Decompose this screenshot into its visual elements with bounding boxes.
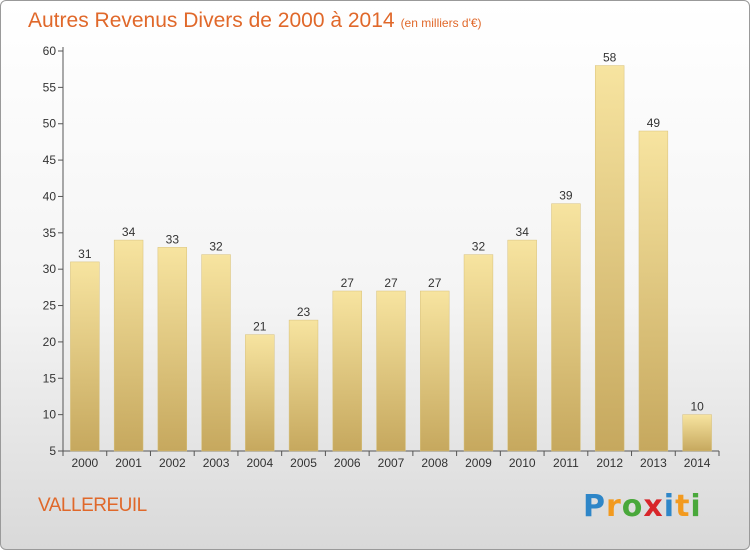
commune-name: VALLEREUIL bbox=[38, 495, 147, 516]
y-tick-label: 30 bbox=[43, 262, 57, 276]
bar-value-label: 58 bbox=[603, 51, 617, 65]
bar-value-label: 32 bbox=[472, 240, 486, 254]
logo-letter: o bbox=[621, 489, 644, 524]
x-tick-label: 2007 bbox=[378, 456, 405, 470]
bar bbox=[507, 239, 537, 452]
logo-letter: i bbox=[663, 489, 676, 524]
bar-value-label: 27 bbox=[428, 276, 442, 290]
x-tick-label: 2000 bbox=[72, 456, 99, 470]
chart-title-text: Autres Revenus Divers de 2000 à 2014 bbox=[28, 9, 395, 32]
bar bbox=[113, 239, 144, 452]
bar bbox=[682, 414, 712, 452]
bar-value-label: 34 bbox=[516, 225, 530, 239]
y-tick-label: 40 bbox=[43, 189, 57, 203]
x-tick-label: 2003 bbox=[203, 456, 230, 470]
logo-letter: r bbox=[606, 489, 622, 524]
y-tick-label: 20 bbox=[43, 335, 57, 349]
bar-value-label: 32 bbox=[209, 240, 223, 254]
x-tick-label: 2010 bbox=[509, 456, 536, 470]
x-tick-label: 2013 bbox=[640, 456, 667, 470]
bar bbox=[376, 290, 406, 452]
x-tick-label: 2014 bbox=[684, 456, 711, 470]
proxiti-logo: Proxiti bbox=[583, 489, 702, 524]
y-tick-label: 5 bbox=[49, 444, 56, 458]
chart-title: Autres Revenus Divers de 2000 à 2014 (en … bbox=[28, 9, 482, 33]
bar-value-label: 10 bbox=[690, 400, 704, 414]
x-tick-label: 2006 bbox=[334, 456, 361, 470]
bar-value-label: 21 bbox=[253, 320, 267, 334]
bar-value-label: 27 bbox=[384, 276, 398, 290]
chart-subtitle: (en milliers d'€) bbox=[400, 16, 482, 30]
bars: 31 34 33 32 21 23 27 27 27 32 34 39 58 49 10 bbox=[70, 51, 712, 452]
bar bbox=[332, 290, 362, 452]
y-tick-label: 45 bbox=[43, 153, 57, 167]
bar-value-label: 27 bbox=[341, 276, 355, 290]
bar-value-label: 39 bbox=[559, 189, 573, 203]
x-tick-label: 2009 bbox=[465, 456, 492, 470]
y-tick-label: 60 bbox=[43, 44, 57, 58]
y-tick-label: 35 bbox=[43, 226, 57, 240]
bar bbox=[463, 254, 494, 452]
logo-letter: x bbox=[643, 489, 664, 524]
bar bbox=[70, 261, 100, 452]
y-tick-label: 55 bbox=[43, 80, 57, 94]
logo-letter: P bbox=[583, 489, 606, 524]
x-tick-label: 2008 bbox=[421, 456, 448, 470]
bar bbox=[638, 130, 669, 452]
y-tick-label: 10 bbox=[43, 408, 57, 422]
x-tick-label: 2002 bbox=[159, 456, 186, 470]
logo-letter: t bbox=[675, 489, 691, 524]
y-tick-label: 15 bbox=[43, 371, 57, 385]
bar bbox=[551, 203, 581, 452]
y-tick-label: 50 bbox=[43, 117, 57, 131]
bar bbox=[157, 247, 188, 452]
x-tick-label: 2012 bbox=[596, 456, 623, 470]
bar-value-label: 31 bbox=[78, 247, 92, 261]
bar-value-label: 49 bbox=[647, 116, 661, 130]
x-tick-label: 2011 bbox=[553, 456, 579, 470]
logo-letter: i bbox=[690, 489, 702, 524]
bar bbox=[245, 334, 275, 452]
bar bbox=[288, 319, 319, 452]
y-tick-label: 25 bbox=[43, 299, 57, 313]
x-tick-label: 2001 bbox=[115, 456, 142, 470]
bar bbox=[594, 65, 625, 452]
bar bbox=[201, 254, 231, 452]
bar-value-label: 23 bbox=[297, 305, 311, 319]
x-tick-label: 2004 bbox=[246, 456, 273, 470]
bar bbox=[420, 290, 450, 452]
bar-value-label: 33 bbox=[166, 232, 180, 246]
x-tick-label: 2005 bbox=[290, 456, 317, 470]
bar-value-label: 34 bbox=[122, 225, 136, 239]
